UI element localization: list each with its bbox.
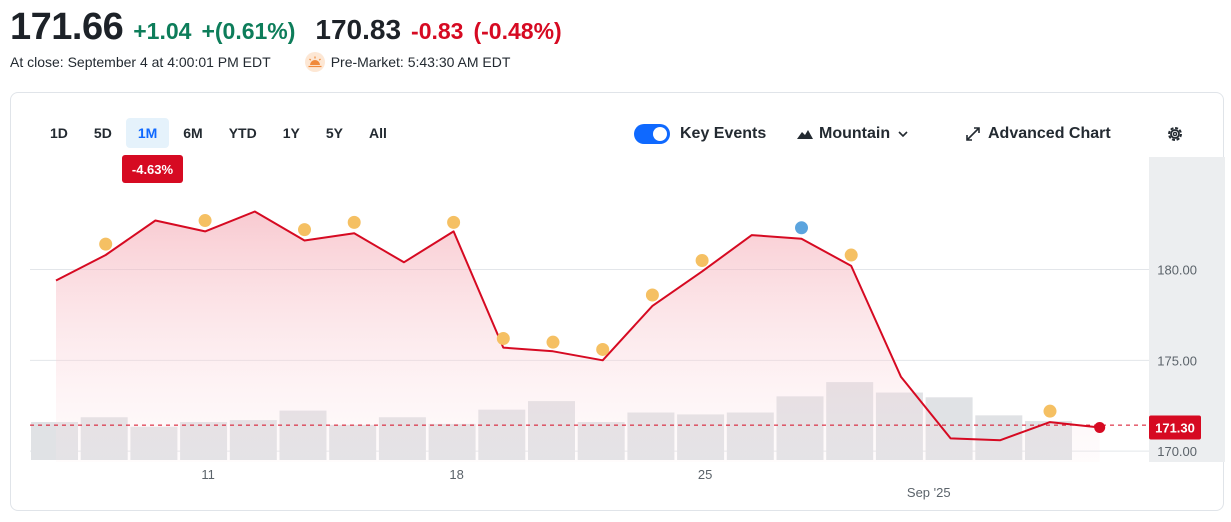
close-change-pct: +(0.61%): [201, 18, 296, 44]
chart-type-label: Mountain: [819, 125, 891, 142]
y-tick-label: 175.00: [1157, 353, 1197, 368]
event-marker: [596, 342, 610, 356]
range-5y[interactable]: 5Y: [325, 125, 343, 141]
sunrise-icon: [304, 52, 325, 72]
x-tick-label: 11: [201, 467, 215, 482]
chevron-down-icon: [898, 130, 908, 138]
event-marker: [1043, 404, 1057, 418]
advanced-chart-button[interactable]: Advanced Chart: [966, 121, 1111, 147]
quote-header: 171.66 +1.04 +(0.61%) 170.83 -0.83 (-0.4…: [10, 6, 562, 49]
range-all[interactable]: All: [368, 125, 387, 141]
mountain-icon: [797, 129, 813, 139]
event-marker: [695, 253, 709, 267]
quote-meta: At close: September 4 at 4:00:01 PM EDT …: [10, 52, 510, 72]
close-price: 171.66: [10, 6, 124, 48]
close-timestamp: At close: September 4 at 4:00:01 PM EDT: [10, 54, 271, 70]
range-5d[interactable]: 5D: [93, 125, 112, 141]
premarket-timestamp: Pre-Market: 5:43:30 AM EDT: [330, 54, 511, 70]
close-change: +1.04: [133, 18, 192, 44]
event-marker: [844, 248, 858, 262]
price-line: [55, 210, 1100, 442]
expand-icon: [966, 127, 980, 141]
y-tick-label: 170.00: [1157, 444, 1197, 459]
event-marker: [99, 237, 113, 251]
x-tick-label: 25: [698, 467, 712, 482]
range-selector: 1D 5D 1M 6M YTD 1Y 5Y All: [38, 118, 401, 148]
toggle-switch[interactable]: [634, 124, 670, 144]
price-area: [56, 211, 1100, 462]
range-ytd[interactable]: YTD: [228, 125, 257, 141]
y-tick-label: 180.00: [1157, 263, 1197, 278]
event-marker: [198, 214, 212, 228]
y-axis-panel: [1149, 157, 1225, 462]
event-marker: [496, 332, 510, 346]
last-price-label: 171.30: [1155, 421, 1195, 436]
last-price-tag: [1149, 415, 1201, 440]
key-events-label: Key Events: [680, 125, 767, 142]
chart-type-dropdown[interactable]: Mountain: [797, 121, 908, 147]
event-marker: [795, 221, 808, 235]
last-price-dot: [1094, 422, 1106, 434]
x-tick-label: Sep '25: [907, 485, 951, 500]
premarket-change-pct: (-0.48%): [473, 18, 562, 44]
event-marker: [546, 335, 560, 349]
premarket-price: 170.83: [315, 14, 402, 45]
premarket-change: -0.83: [411, 18, 464, 44]
range-1m[interactable]: 1M: [125, 118, 170, 148]
range-6m[interactable]: 6M: [183, 125, 203, 141]
event-marker: [298, 223, 311, 237]
range-1y[interactable]: 1Y: [282, 125, 300, 141]
key-events-toggle[interactable]: Key Events: [634, 121, 766, 147]
range-1d[interactable]: 1D: [50, 125, 68, 141]
gear-icon[interactable]: [1165, 124, 1185, 144]
event-marker: [447, 215, 461, 229]
x-tick-label: 18: [449, 467, 463, 482]
event-marker: [645, 288, 659, 302]
event-marker: [347, 215, 361, 229]
period-change-badge: -4.63%: [122, 155, 183, 183]
advanced-chart-label: Advanced Chart: [988, 125, 1111, 142]
